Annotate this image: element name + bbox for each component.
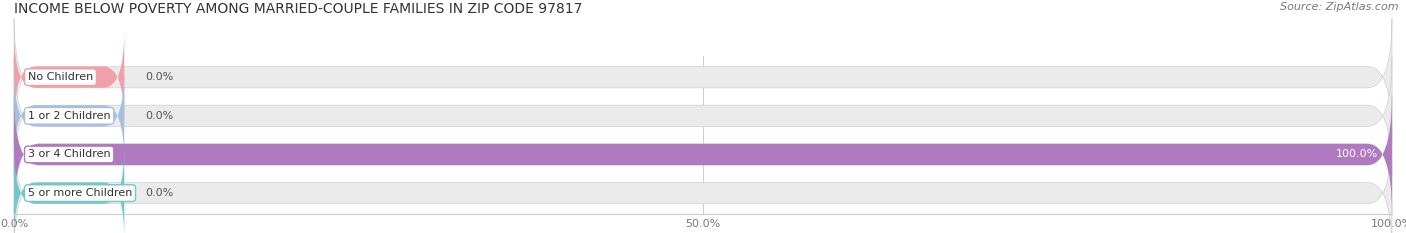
FancyBboxPatch shape [14,18,1392,136]
FancyBboxPatch shape [14,146,124,233]
FancyBboxPatch shape [14,57,1392,175]
FancyBboxPatch shape [14,134,1392,233]
FancyBboxPatch shape [14,96,1392,213]
FancyBboxPatch shape [14,69,124,163]
Text: Source: ZipAtlas.com: Source: ZipAtlas.com [1281,2,1399,12]
Text: 3 or 4 Children: 3 or 4 Children [28,149,111,159]
FancyBboxPatch shape [14,96,1392,213]
Text: 100.0%: 100.0% [1336,149,1378,159]
Text: 0.0%: 0.0% [145,111,173,121]
Text: 1 or 2 Children: 1 or 2 Children [28,111,111,121]
Text: 5 or more Children: 5 or more Children [28,188,132,198]
FancyBboxPatch shape [14,30,124,124]
Text: INCOME BELOW POVERTY AMONG MARRIED-COUPLE FAMILIES IN ZIP CODE 97817: INCOME BELOW POVERTY AMONG MARRIED-COUPL… [14,2,582,16]
Text: 0.0%: 0.0% [145,188,173,198]
Text: No Children: No Children [28,72,93,82]
Text: 0.0%: 0.0% [145,72,173,82]
